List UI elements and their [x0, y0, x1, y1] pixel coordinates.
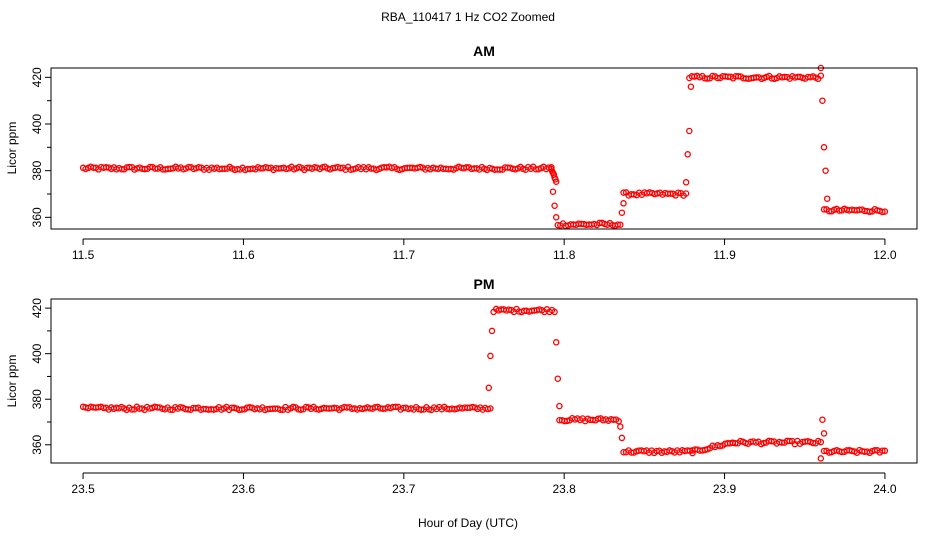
- pm-x-tick-label: 23.6: [232, 482, 256, 496]
- pm-y-axis: 360 380 400 420: [30, 298, 52, 455]
- pm-panel: PM 23.5 23.6 23.7 23.8 23.9 24.0 360 380 400 420…: [5, 276, 918, 496]
- pm-x-tick-label: 23.8: [553, 482, 577, 496]
- pm-data-point: [505, 306, 513, 313]
- am-transition-point: [823, 195, 831, 202]
- am-transition-point: [682, 179, 690, 186]
- pm-data-point: [817, 438, 825, 446]
- pm-transition-point: [485, 384, 493, 392]
- am-data-point: [617, 221, 624, 228]
- am-data-point: [817, 72, 825, 79]
- pm-transition-point: [617, 423, 624, 430]
- pm-transition-point: [819, 416, 826, 423]
- am-transition-point: [551, 202, 558, 209]
- am-data-point: [496, 166, 504, 173]
- figure-title: RBA_110417 1 Hz CO2 Zoomed: [381, 10, 555, 24]
- am-data-point: [126, 163, 133, 171]
- pm-transition-point: [817, 455, 825, 462]
- am-data-point: [283, 165, 290, 173]
- pm-data-point: [731, 439, 739, 447]
- pm-x-tick-label: 24.0: [873, 482, 897, 496]
- pm-data-point: [768, 437, 775, 445]
- am-panel-title: AM: [473, 43, 495, 59]
- pm-y-tick-label: 420: [30, 298, 44, 318]
- am-y-axis-title: Licor ppm: [5, 122, 19, 175]
- am-transition-point: [822, 167, 829, 174]
- am-data-point: [548, 164, 555, 171]
- pm-x-tick-label: 23.9: [713, 482, 737, 496]
- pm-y-tick-label: 360: [30, 434, 44, 454]
- am-data-point: [620, 189, 627, 196]
- pm-y-tick-label: 400: [30, 343, 44, 363]
- am-transition-point: [687, 83, 695, 90]
- am-transition-point: [618, 209, 626, 216]
- x-axis-title: Hour of Day (UTC): [418, 516, 518, 530]
- am-data-point: [141, 165, 149, 173]
- pm-transition-point: [618, 434, 626, 442]
- am-y-axis: 360 380 400 420: [30, 67, 52, 227]
- pm-data-point: [277, 406, 284, 413]
- am-x-tick-label: 11.8: [553, 248, 576, 262]
- am-transition-point: [684, 151, 691, 158]
- pm-data-point: [297, 406, 305, 413]
- pm-data-point: [881, 447, 889, 455]
- am-transition-point: [820, 144, 828, 151]
- pm-data-point: [786, 437, 793, 445]
- am-y-tick-label: 420: [30, 67, 44, 87]
- am-data-point: [552, 178, 560, 185]
- pm-data-point: [487, 405, 494, 412]
- am-y-tick-label: 380: [30, 160, 44, 180]
- am-y-tick-label: 360: [30, 207, 44, 227]
- pm-transition-point: [487, 352, 494, 360]
- am-data-point: [866, 208, 873, 216]
- pm-panel-title: PM: [474, 276, 495, 292]
- am-data-point: [879, 208, 886, 216]
- pm-transition-point: [820, 430, 828, 437]
- am-x-axis: 11.5 11.6 11.7 11.8 11.9 12.0: [72, 238, 897, 262]
- am-data-point: [614, 221, 621, 228]
- am-transition-point: [549, 188, 557, 195]
- pm-transition-point: [488, 327, 496, 335]
- pm-data-point: [210, 406, 217, 413]
- pm-transition-point: [556, 402, 563, 410]
- am-transition-point: [620, 200, 627, 207]
- pm-transition-point: [552, 339, 560, 346]
- am-data-point: [195, 163, 203, 171]
- am-panel: AM 11.5 11.6 11.7 11.8 11.9 12.0 360 380 400 420…: [5, 43, 918, 262]
- pm-data-point: [563, 417, 571, 425]
- am-data-point: [674, 189, 682, 196]
- pm-x-tick-label: 23.5: [71, 482, 95, 496]
- am-x-tick-label: 12.0: [873, 248, 897, 262]
- am-transition-point: [819, 97, 826, 104]
- pm-transition-point: [554, 375, 562, 382]
- pm-data-point: [392, 403, 399, 411]
- pm-data-point: [879, 447, 886, 454]
- am-transition-point: [686, 127, 693, 135]
- am-x-tick-label: 11.9: [713, 248, 736, 262]
- pm-x-axis: 23.5 23.6 23.7 23.8 23.9 24.0: [71, 472, 897, 496]
- am-x-tick-label: 11.7: [393, 248, 416, 262]
- am-x-tick-label: 11.5: [72, 248, 95, 262]
- pm-data-point: [760, 439, 767, 447]
- am-y-tick-label: 400: [30, 114, 44, 134]
- pm-y-axis-title: Licor ppm: [5, 355, 19, 408]
- am-data-point: [704, 75, 711, 82]
- am-transition-point: [552, 214, 560, 221]
- pm-x-tick-label: 23.7: [392, 482, 416, 496]
- pm-data-point: [551, 308, 558, 316]
- am-data-point: [682, 190, 690, 197]
- am-data-point: [709, 72, 716, 80]
- pm-data-point: [128, 406, 136, 413]
- pm-data-point: [289, 403, 297, 411]
- pm-data-point: [166, 406, 174, 413]
- pm-data-point: [809, 439, 817, 447]
- am-plot-frame: [50, 67, 918, 230]
- am-points: [79, 64, 889, 230]
- pm-data-point: [417, 406, 425, 413]
- am-data-point: [881, 208, 889, 215]
- pm-points: [79, 305, 889, 462]
- pm-y-tick-label: 380: [30, 389, 44, 409]
- am-x-tick-label: 11.6: [232, 248, 255, 262]
